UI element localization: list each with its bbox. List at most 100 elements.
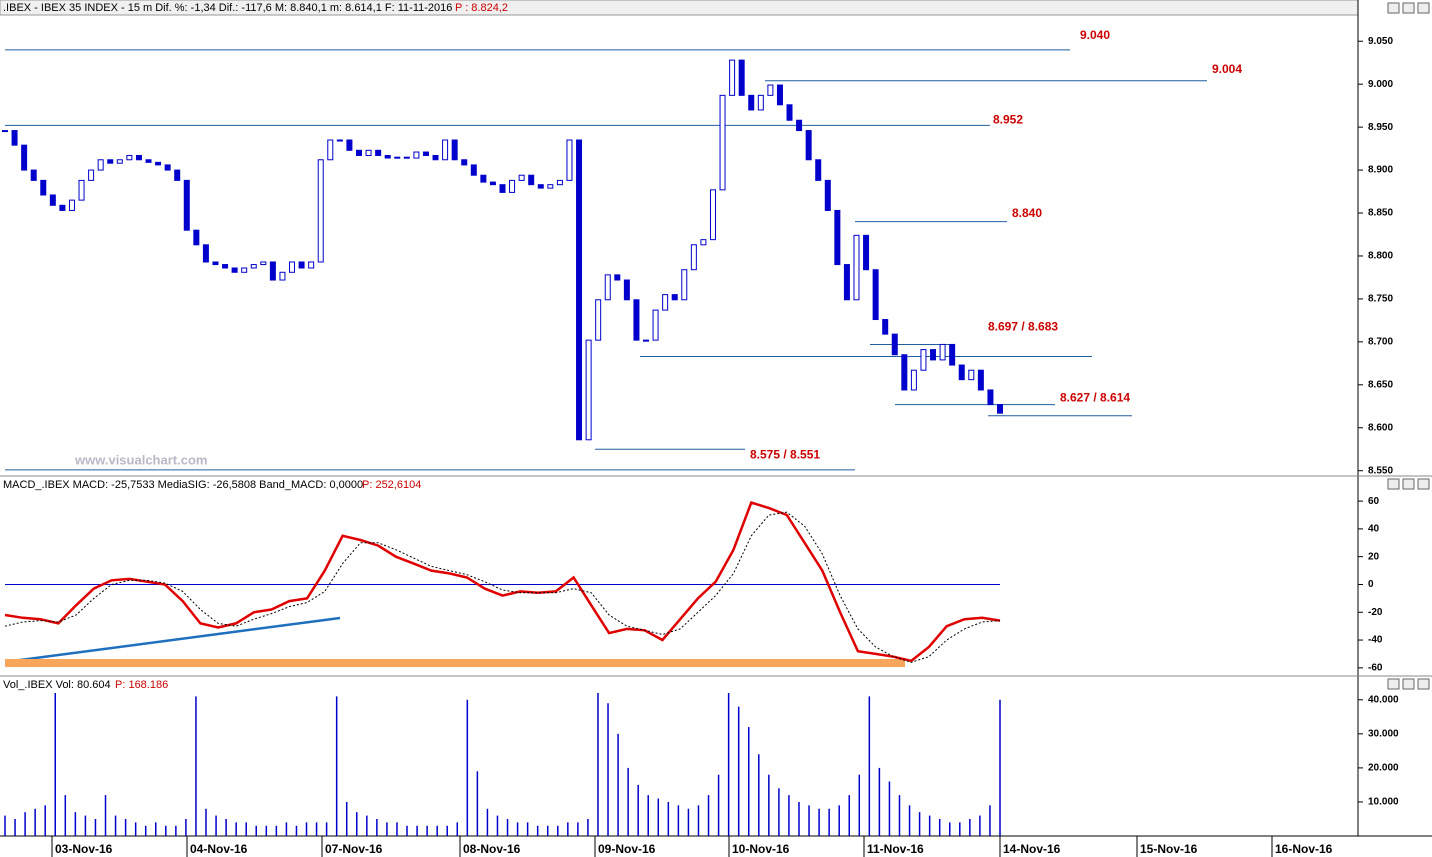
- maximize-button[interactable]: [1402, 678, 1415, 690]
- x-tick-label: 15-Nov-16: [1140, 842, 1198, 856]
- candle: [738, 59, 745, 96]
- candle: [375, 149, 382, 156]
- candle: [537, 184, 544, 189]
- candle: [135, 154, 142, 161]
- watermark: www.visualchart.com: [74, 452, 207, 467]
- candle: [681, 269, 688, 301]
- y-tick-label: 40.000: [1368, 694, 1399, 705]
- macd-line: [4, 500, 1001, 663]
- y-tick-label: 20.000: [1368, 763, 1399, 774]
- candle: [968, 369, 975, 381]
- candle: [901, 354, 908, 391]
- maximize-button[interactable]: [1402, 2, 1415, 14]
- candle: [394, 156, 401, 159]
- y-tick-label: 8.600: [1368, 422, 1393, 433]
- minimize-button[interactable]: [1387, 478, 1400, 490]
- y-tick-label: 8.650: [1368, 379, 1393, 390]
- y-tick-label: 8.550: [1368, 465, 1393, 476]
- candle: [49, 194, 56, 206]
- y-tick-label: 9.050: [1368, 36, 1393, 47]
- candle: [97, 159, 104, 171]
- candle: [853, 234, 860, 301]
- candle: [518, 174, 525, 181]
- y-tick-label: 8.750: [1368, 294, 1393, 305]
- candle: [776, 84, 783, 106]
- candle: [585, 339, 592, 441]
- y-tick-label: -20: [1368, 607, 1383, 618]
- candle: [107, 159, 114, 164]
- candle: [958, 364, 965, 381]
- y-tick-label: 10.000: [1368, 797, 1399, 808]
- candle: [920, 349, 927, 371]
- close-button[interactable]: [1417, 2, 1430, 14]
- macd-header: MACD_.IBEX MACD: -25,7533 MediaSIG: -26,…: [3, 479, 363, 491]
- candle: [461, 159, 468, 166]
- candle: [709, 189, 716, 241]
- candle: [949, 343, 956, 366]
- x-tick-label: 07-Nov-16: [325, 842, 383, 856]
- candle: [241, 267, 248, 273]
- minimize-button[interactable]: [1387, 678, 1400, 690]
- candle: [843, 264, 850, 301]
- candle: [442, 139, 449, 161]
- x-tick-label: 14-Nov-16: [1003, 842, 1061, 856]
- y-tick-label: 20: [1368, 551, 1380, 562]
- y-tick-label: 8.900: [1368, 165, 1393, 176]
- candle: [78, 179, 85, 201]
- candle: [413, 151, 420, 159]
- x-tick-label: 16-Nov-16: [1275, 842, 1333, 856]
- y-tick-label: 8.850: [1368, 208, 1393, 219]
- candle: [355, 149, 362, 156]
- candle: [40, 179, 47, 196]
- y-tick-label: 60: [1368, 496, 1380, 507]
- x-tick-label: 09-Nov-16: [598, 842, 656, 856]
- candle: [222, 264, 229, 269]
- candle: [643, 339, 650, 342]
- last-price: P : 8.824,2: [455, 2, 508, 14]
- level-label: 8.627 / 8.614: [1060, 391, 1130, 405]
- y-tick-label: 0: [1368, 579, 1374, 590]
- level-label: 8.697 / 8.683: [988, 320, 1058, 334]
- y-tick-label: 40: [1368, 524, 1380, 535]
- minimize-button[interactable]: [1387, 2, 1400, 14]
- candle: [260, 261, 267, 266]
- candle: [193, 229, 200, 246]
- candle: [432, 154, 439, 161]
- candle: [930, 349, 937, 361]
- candle: [269, 261, 276, 281]
- candle: [528, 174, 535, 186]
- candle: [327, 139, 334, 161]
- close-button[interactable]: [1417, 678, 1430, 690]
- candle: [298, 261, 305, 269]
- candle: [21, 144, 28, 171]
- candle: [384, 154, 391, 159]
- candle: [834, 209, 841, 266]
- candle: [470, 164, 477, 176]
- y-tick-label: 9.000: [1368, 79, 1393, 90]
- window-buttons[interactable]: [1387, 2, 1430, 690]
- close-button[interactable]: [1417, 478, 1430, 490]
- candle: [308, 261, 315, 269]
- candle: [250, 264, 257, 269]
- candle: [155, 161, 162, 166]
- candle: [987, 389, 994, 406]
- candle: [872, 269, 879, 321]
- macd-price: P: 252,6104: [362, 479, 421, 491]
- candle: [786, 104, 793, 121]
- candle: [59, 204, 66, 211]
- candle: [767, 84, 774, 96]
- candle: [30, 169, 37, 181]
- level-label: 8.840: [1012, 206, 1042, 220]
- candle: [939, 343, 946, 361]
- candle: [690, 244, 697, 271]
- candle: [403, 156, 410, 159]
- candle: [212, 261, 219, 266]
- maximize-button[interactable]: [1402, 478, 1415, 490]
- candle: [748, 94, 755, 111]
- x-tick-label: 08-Nov-16: [463, 842, 521, 856]
- volume-price: P: 168.186: [115, 679, 168, 691]
- candle: [891, 333, 898, 356]
- symbol-info: .IBEX - IBEX 35 INDEX - 15 m Dif. %: -1,…: [3, 2, 452, 14]
- candle: [317, 159, 324, 263]
